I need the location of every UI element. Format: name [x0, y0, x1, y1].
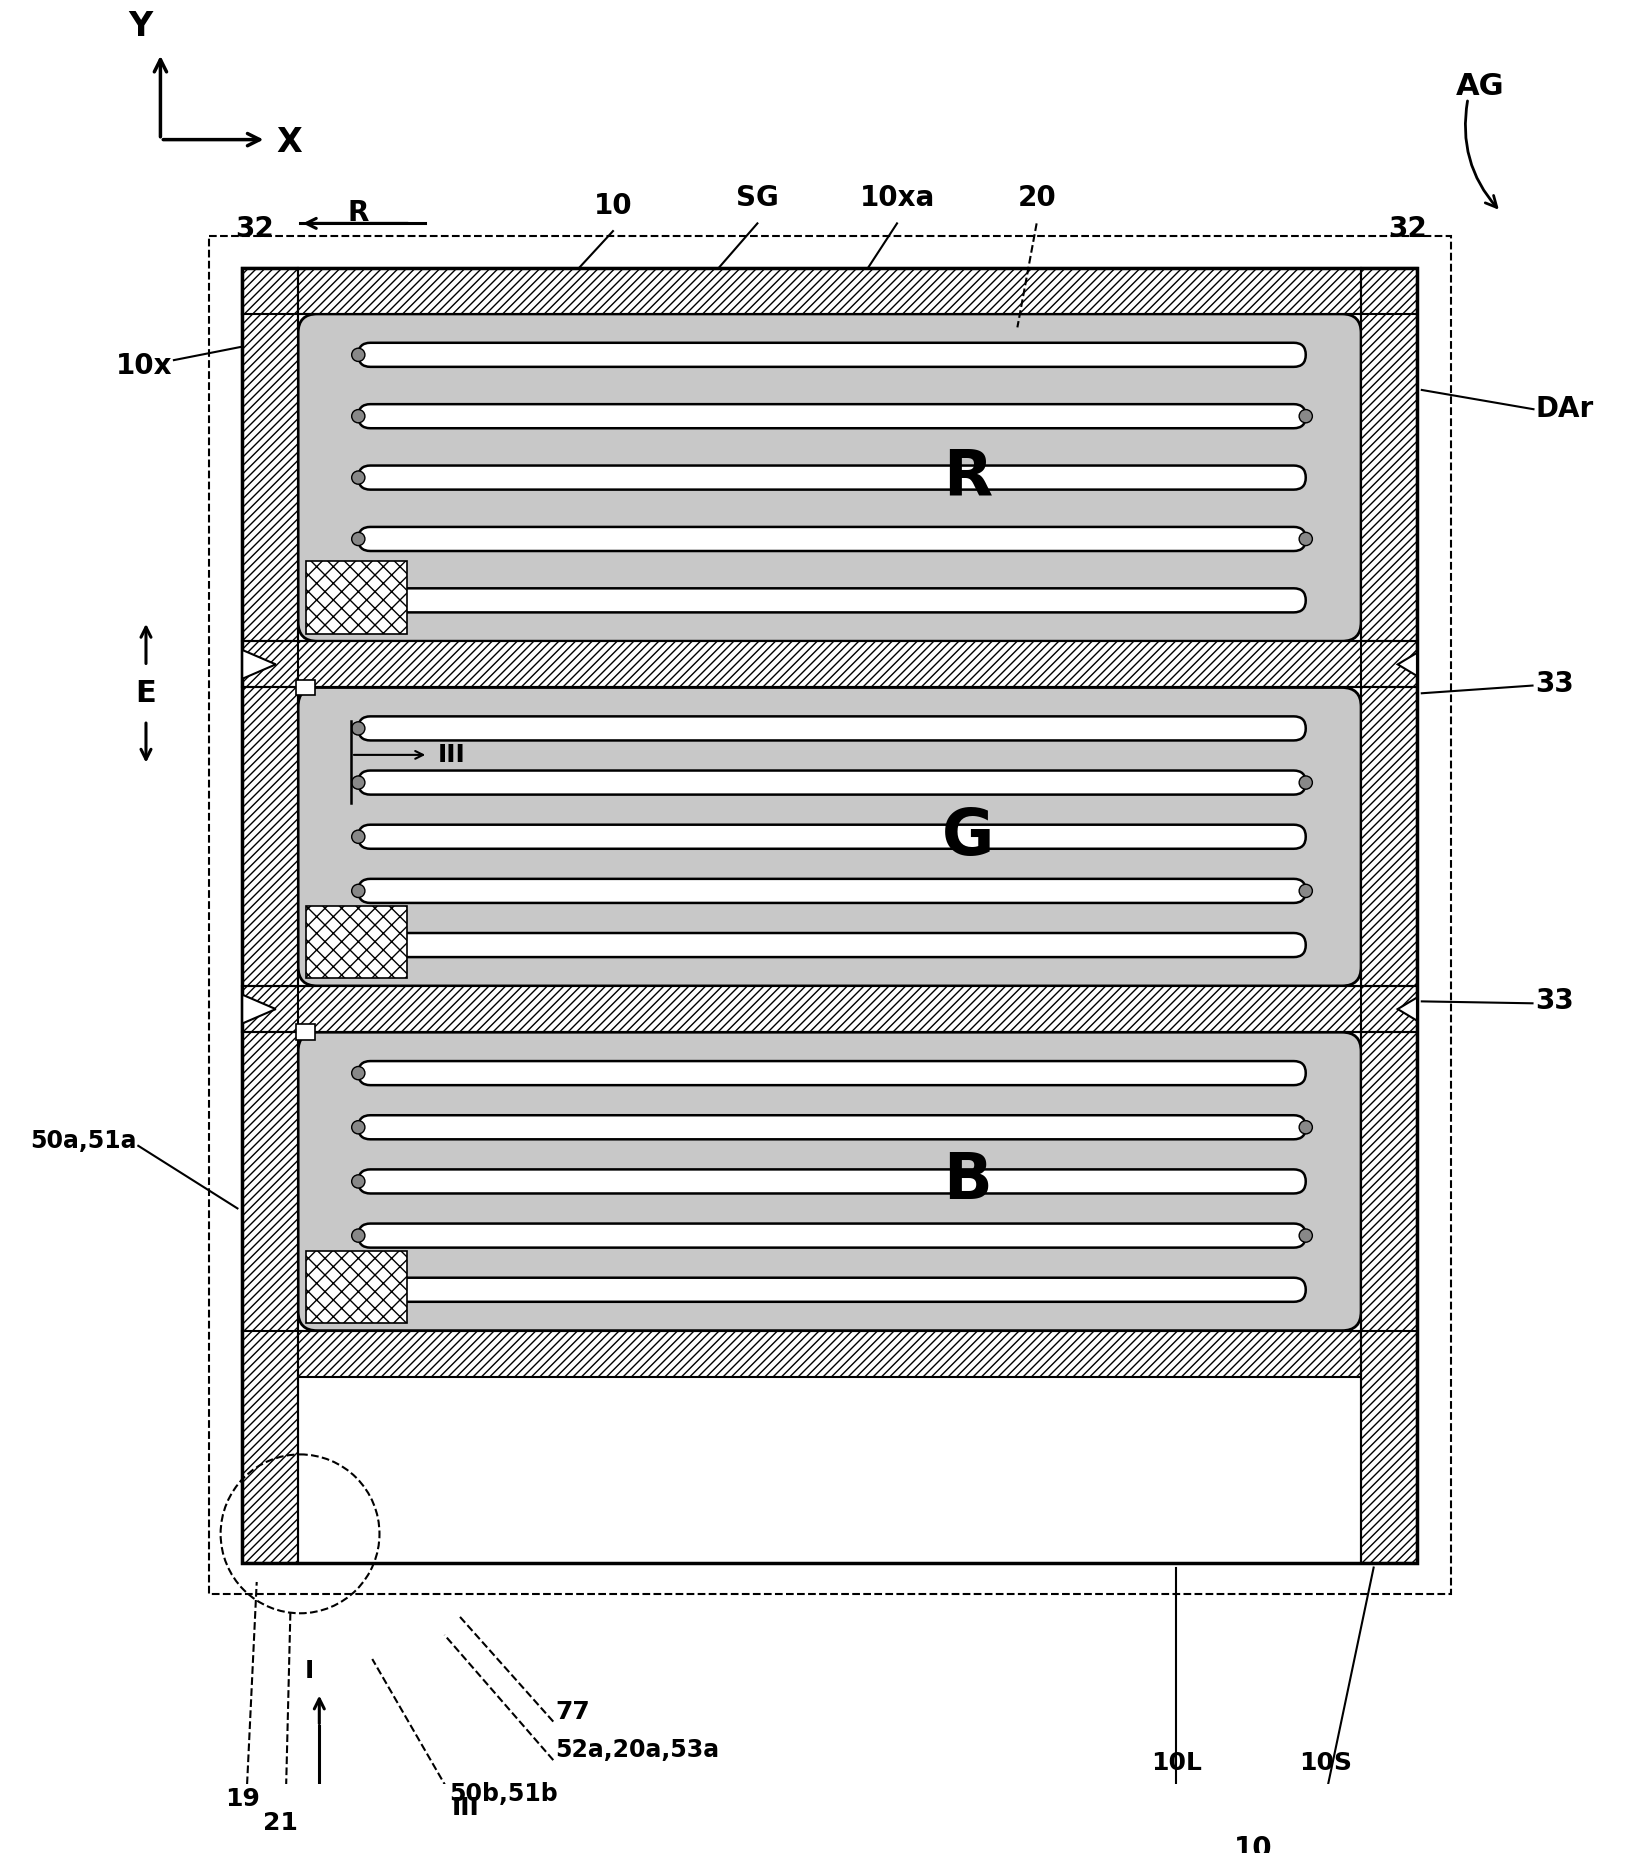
Bar	[243, 267, 1417, 1562]
Bar	[306, 906, 407, 978]
Circle shape	[1300, 1121, 1313, 1134]
Circle shape	[352, 1229, 365, 1242]
Text: G: G	[942, 806, 994, 867]
Text: 19: 19	[225, 1786, 259, 1810]
Circle shape	[1300, 884, 1313, 897]
Text: 33: 33	[1536, 669, 1574, 697]
Text: B: B	[943, 1151, 992, 1212]
FancyBboxPatch shape	[358, 934, 1306, 958]
Text: 33: 33	[1536, 988, 1574, 1015]
FancyBboxPatch shape	[298, 687, 1362, 986]
Text: R: R	[347, 200, 368, 228]
Text: X: X	[275, 126, 301, 159]
FancyBboxPatch shape	[358, 465, 1306, 489]
Circle shape	[352, 1121, 365, 1134]
Text: 10: 10	[1235, 1834, 1272, 1853]
Polygon shape	[1398, 652, 1417, 676]
FancyBboxPatch shape	[358, 825, 1306, 849]
Circle shape	[352, 348, 365, 361]
Bar	[296, 680, 316, 695]
FancyBboxPatch shape	[298, 313, 1362, 641]
FancyBboxPatch shape	[358, 1116, 1306, 1140]
FancyBboxPatch shape	[358, 771, 1306, 795]
Circle shape	[352, 1282, 365, 1297]
Circle shape	[352, 593, 365, 608]
Text: 20: 20	[1016, 183, 1056, 211]
Circle shape	[352, 1175, 365, 1188]
FancyBboxPatch shape	[358, 587, 1306, 611]
Polygon shape	[243, 995, 275, 1023]
Text: SG: SG	[736, 183, 779, 211]
Bar	[296, 1025, 316, 1040]
Text: 50b,51b: 50b,51b	[450, 1783, 559, 1807]
Bar	[306, 561, 407, 634]
Text: R: R	[943, 447, 992, 508]
Text: 10: 10	[593, 191, 632, 219]
Polygon shape	[243, 650, 275, 678]
Text: III: III	[453, 1796, 481, 1820]
Circle shape	[352, 776, 365, 789]
Bar	[243, 641, 1417, 687]
Text: 10L: 10L	[1150, 1751, 1202, 1775]
FancyBboxPatch shape	[358, 343, 1306, 367]
FancyBboxPatch shape	[358, 878, 1306, 902]
Text: 77: 77	[555, 1699, 590, 1723]
FancyBboxPatch shape	[358, 1169, 1306, 1193]
Circle shape	[352, 938, 365, 952]
FancyBboxPatch shape	[298, 1032, 1362, 1330]
Bar	[243, 267, 1417, 313]
Bar	[306, 1251, 407, 1323]
Circle shape	[352, 723, 365, 736]
Circle shape	[1300, 532, 1313, 545]
Text: 52a,20a,53a: 52a,20a,53a	[555, 1738, 720, 1762]
Circle shape	[352, 410, 365, 422]
Text: 32: 32	[1388, 215, 1427, 243]
Bar	[243, 267, 298, 1562]
Circle shape	[352, 884, 365, 897]
Circle shape	[352, 471, 365, 484]
FancyBboxPatch shape	[358, 1223, 1306, 1247]
Text: E: E	[135, 678, 156, 708]
Bar	[1362, 267, 1417, 1562]
Text: I: I	[305, 1658, 314, 1683]
Text: III: III	[438, 743, 466, 767]
Bar	[243, 1330, 1417, 1377]
Text: 50a,51a: 50a,51a	[29, 1128, 137, 1153]
Text: DAr: DAr	[1536, 395, 1593, 422]
Text: 10x: 10x	[116, 352, 173, 380]
FancyBboxPatch shape	[358, 717, 1306, 741]
Text: AG: AG	[1455, 72, 1504, 102]
FancyBboxPatch shape	[358, 404, 1306, 428]
Circle shape	[352, 830, 365, 843]
Text: Y: Y	[129, 11, 153, 43]
Circle shape	[352, 532, 365, 545]
FancyBboxPatch shape	[358, 1062, 1306, 1086]
Circle shape	[1300, 1229, 1313, 1242]
Circle shape	[352, 1067, 365, 1080]
Text: 10xa: 10xa	[860, 183, 935, 211]
Bar	[209, 235, 1451, 1594]
Text: 10S: 10S	[1298, 1751, 1352, 1775]
Polygon shape	[1398, 997, 1417, 1021]
Circle shape	[1300, 410, 1313, 422]
FancyBboxPatch shape	[358, 526, 1306, 550]
FancyBboxPatch shape	[358, 1279, 1306, 1303]
Bar	[243, 986, 1417, 1032]
Circle shape	[1300, 776, 1313, 789]
Text: 21: 21	[264, 1810, 298, 1834]
Text: 32: 32	[236, 215, 274, 243]
